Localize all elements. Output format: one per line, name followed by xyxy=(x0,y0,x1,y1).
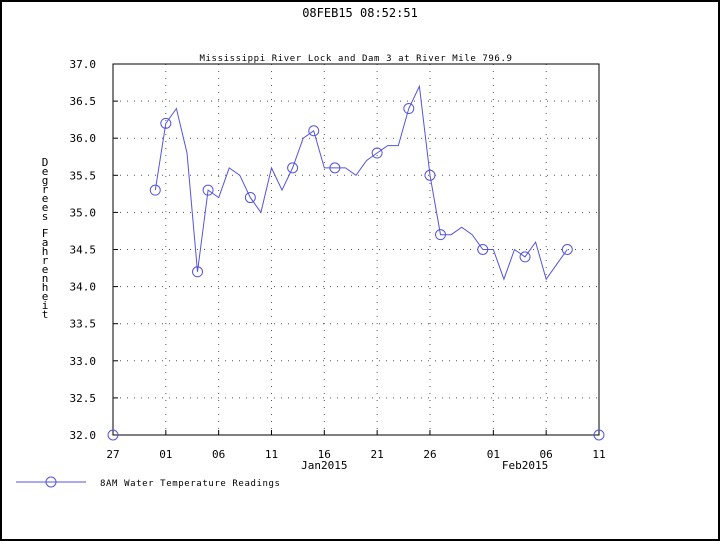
data-marker xyxy=(202,184,214,196)
y-tick-label: 35.0 xyxy=(70,206,97,219)
legend-label: 8AM Water Temperature Readings xyxy=(100,479,281,489)
data-marker xyxy=(519,251,531,263)
data-marker xyxy=(329,162,341,174)
data-marker xyxy=(287,162,299,174)
month-label: Jan2015 xyxy=(301,459,347,472)
timestamp: 08FEB15 08:52:51 xyxy=(302,6,418,20)
x-tick-label: 27 xyxy=(106,448,119,461)
data-marker xyxy=(371,147,383,159)
data-marker xyxy=(149,184,161,196)
y-tick-label: 32.5 xyxy=(70,392,97,405)
data-marker xyxy=(308,125,320,137)
plot-frame xyxy=(112,63,600,436)
y-tick-label: 33.5 xyxy=(70,318,97,331)
y-tick-label: 37.0 xyxy=(70,58,97,71)
x-tick-label: 01 xyxy=(487,448,500,461)
month-label: Feb2015 xyxy=(502,459,548,472)
data-marker xyxy=(244,192,256,204)
y-tick-label: 35.5 xyxy=(70,169,97,182)
y-tick-label: 33.0 xyxy=(70,355,97,368)
y-tick-label: 34.0 xyxy=(70,281,97,294)
y-tick-label: 36.0 xyxy=(70,132,97,145)
x-tick-label: 21 xyxy=(371,448,384,461)
legend-marker xyxy=(45,476,57,488)
data-marker xyxy=(435,229,447,241)
data-marker xyxy=(593,429,605,441)
y-tick-label: 36.5 xyxy=(70,95,97,108)
data-marker xyxy=(424,169,436,181)
x-tick-label: 01 xyxy=(159,448,172,461)
y-tick-label: 34.5 xyxy=(70,244,97,257)
data-marker xyxy=(160,117,172,129)
data-marker xyxy=(561,244,573,255)
data-marker xyxy=(107,429,119,441)
x-tick-label: 11 xyxy=(265,448,278,461)
data-marker xyxy=(477,244,489,255)
y-tick-label: 32.0 xyxy=(70,429,97,442)
data-marker xyxy=(403,103,415,115)
x-tick-label: 06 xyxy=(212,448,225,461)
series-line xyxy=(154,84,568,281)
data-marker xyxy=(192,266,204,278)
x-tick-label: 06 xyxy=(540,448,553,461)
x-tick-label: 11 xyxy=(592,448,605,461)
x-tick-label: 26 xyxy=(423,448,436,461)
chart-title: Mississippi River Lock and Dam 3 at Rive… xyxy=(200,54,513,64)
x-tick-label: 16 xyxy=(318,448,331,461)
